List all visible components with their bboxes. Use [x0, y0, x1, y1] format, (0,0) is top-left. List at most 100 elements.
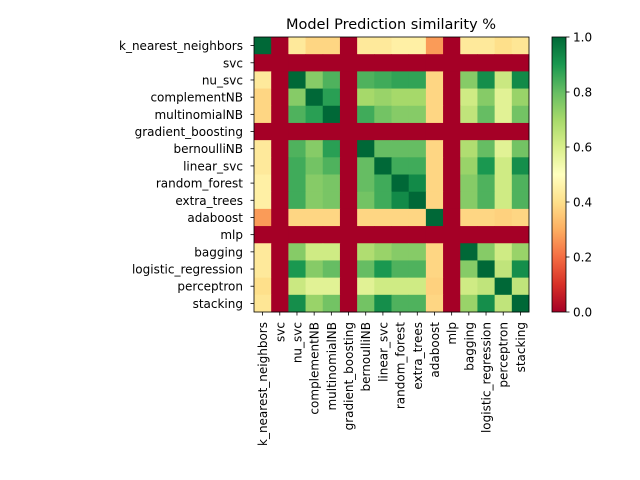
heatmap-cell — [460, 71, 478, 89]
heatmap-cell — [374, 140, 392, 158]
heatmap-cell — [494, 88, 513, 107]
heatmap-cell — [322, 174, 341, 193]
y-tick-label: k_nearest_neighbors — [119, 39, 243, 53]
heatmap-cell — [339, 260, 358, 279]
heatmap-cell — [288, 243, 306, 261]
heatmap-cell — [322, 140, 341, 158]
heatmap-cell — [305, 140, 324, 158]
y-tick-label: bagging — [194, 245, 243, 259]
heatmap-cell — [460, 105, 478, 124]
heatmap-cell — [443, 208, 461, 227]
x-tick-label: complementNB — [308, 322, 322, 415]
heatmap-cell — [271, 277, 289, 296]
heatmap-cell — [305, 208, 324, 227]
heatmap-cell — [425, 71, 444, 89]
heatmap-cell — [374, 208, 392, 227]
heatmap-cell — [322, 105, 341, 124]
colorbar-tick-label: 0.6 — [573, 141, 592, 155]
heatmap-cell — [254, 294, 272, 313]
heatmap-cell — [391, 260, 410, 279]
x-axis-ticks: k_nearest_neighbors svc nu_svc complementNB… — [256, 312, 528, 446]
heatmap-cell — [477, 122, 496, 141]
heatmap-cell — [391, 140, 410, 158]
heatmap-cell — [271, 54, 289, 72]
colorbar-tick-label: 1.0 — [573, 31, 592, 45]
heatmap-cell — [425, 140, 444, 158]
x-tick-label: svc — [273, 322, 287, 342]
heatmap-cell — [357, 226, 375, 244]
heatmap-cell — [511, 294, 530, 313]
heatmap-cell — [288, 174, 306, 193]
heatmap-cell — [494, 208, 513, 227]
y-tick-label: bernoulliNB — [174, 142, 244, 156]
heatmap-cell — [443, 294, 461, 313]
heatmap-cell — [494, 105, 513, 124]
heatmap-cell — [511, 71, 530, 89]
heatmap-cell — [305, 294, 324, 313]
heatmap-cell — [408, 88, 427, 107]
heatmap-cell — [443, 105, 461, 124]
heatmap-cell — [322, 226, 341, 244]
heatmap-cell — [322, 88, 341, 107]
heatmap-cell — [288, 260, 306, 279]
heatmap-cell — [494, 294, 513, 313]
heatmap-cell — [271, 122, 289, 141]
heatmap-cell — [460, 54, 478, 72]
heatmap-cell — [511, 260, 530, 279]
heatmap-cell — [494, 243, 513, 261]
heatmap-cell — [271, 140, 289, 158]
x-tick-label: bernoulliNB — [359, 322, 373, 392]
chart-title: Model Prediction similarity % — [286, 17, 496, 33]
heatmap-cell — [254, 174, 272, 193]
heatmap-cell — [374, 191, 392, 210]
heatmap-cell — [305, 54, 324, 72]
heatmap-cell — [339, 122, 358, 141]
heatmap-cell — [288, 54, 306, 72]
y-tick-label: stacking — [193, 297, 243, 311]
heatmap-cell — [443, 243, 461, 261]
heatmap-cell — [408, 208, 427, 227]
colorbar-tick-label: 0.2 — [573, 251, 592, 265]
heatmap-cell — [357, 122, 375, 141]
heatmap-cell — [271, 88, 289, 107]
y-tick-label: adaboost — [187, 211, 243, 225]
heatmap-cell — [408, 191, 427, 210]
heatmap-cell — [408, 243, 427, 261]
heatmap-cell — [408, 71, 427, 89]
heatmap-cell — [443, 260, 461, 279]
heatmap-cell — [374, 37, 392, 55]
heatmap-cell — [460, 122, 478, 141]
heatmap-cell — [322, 277, 341, 296]
heatmap-cell — [460, 277, 478, 296]
heatmap-cell — [425, 88, 444, 107]
heatmap-cell — [408, 54, 427, 72]
heatmap-cell — [305, 174, 324, 193]
heatmap-cell — [443, 140, 461, 158]
heatmap-cell — [305, 88, 324, 107]
heatmap-cell — [425, 37, 444, 55]
heatmap-cell — [391, 122, 410, 141]
heatmap-cell — [391, 277, 410, 296]
heatmap-cell — [443, 37, 461, 55]
heatmap-cell — [254, 37, 272, 55]
heatmap-cell — [443, 226, 461, 244]
heatmap-cell — [374, 71, 392, 89]
heatmap-cell — [511, 122, 530, 141]
heatmap-cell — [357, 105, 375, 124]
heatmap-cell — [460, 140, 478, 158]
heatmap-cell — [305, 122, 324, 141]
heatmap-cells — [254, 37, 530, 313]
y-tick-label: nu_svc — [202, 73, 243, 87]
heatmap-cell — [254, 71, 272, 89]
heatmap-cell — [339, 37, 358, 55]
heatmap-cell — [477, 294, 496, 313]
heatmap-cell — [408, 105, 427, 124]
colorbar-tick-label: 0.4 — [573, 196, 592, 210]
heatmap-cell — [511, 226, 530, 244]
heatmap-cell — [494, 174, 513, 193]
heatmap-cell — [322, 157, 341, 175]
heatmap-cell — [477, 174, 496, 193]
heatmap-cell — [288, 277, 306, 296]
heatmap-cell — [339, 208, 358, 227]
heatmap-cell — [391, 157, 410, 175]
